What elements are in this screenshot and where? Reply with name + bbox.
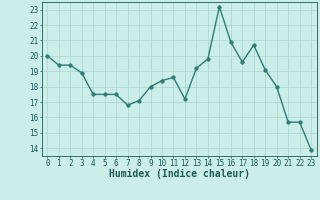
X-axis label: Humidex (Indice chaleur): Humidex (Indice chaleur)	[109, 169, 250, 179]
